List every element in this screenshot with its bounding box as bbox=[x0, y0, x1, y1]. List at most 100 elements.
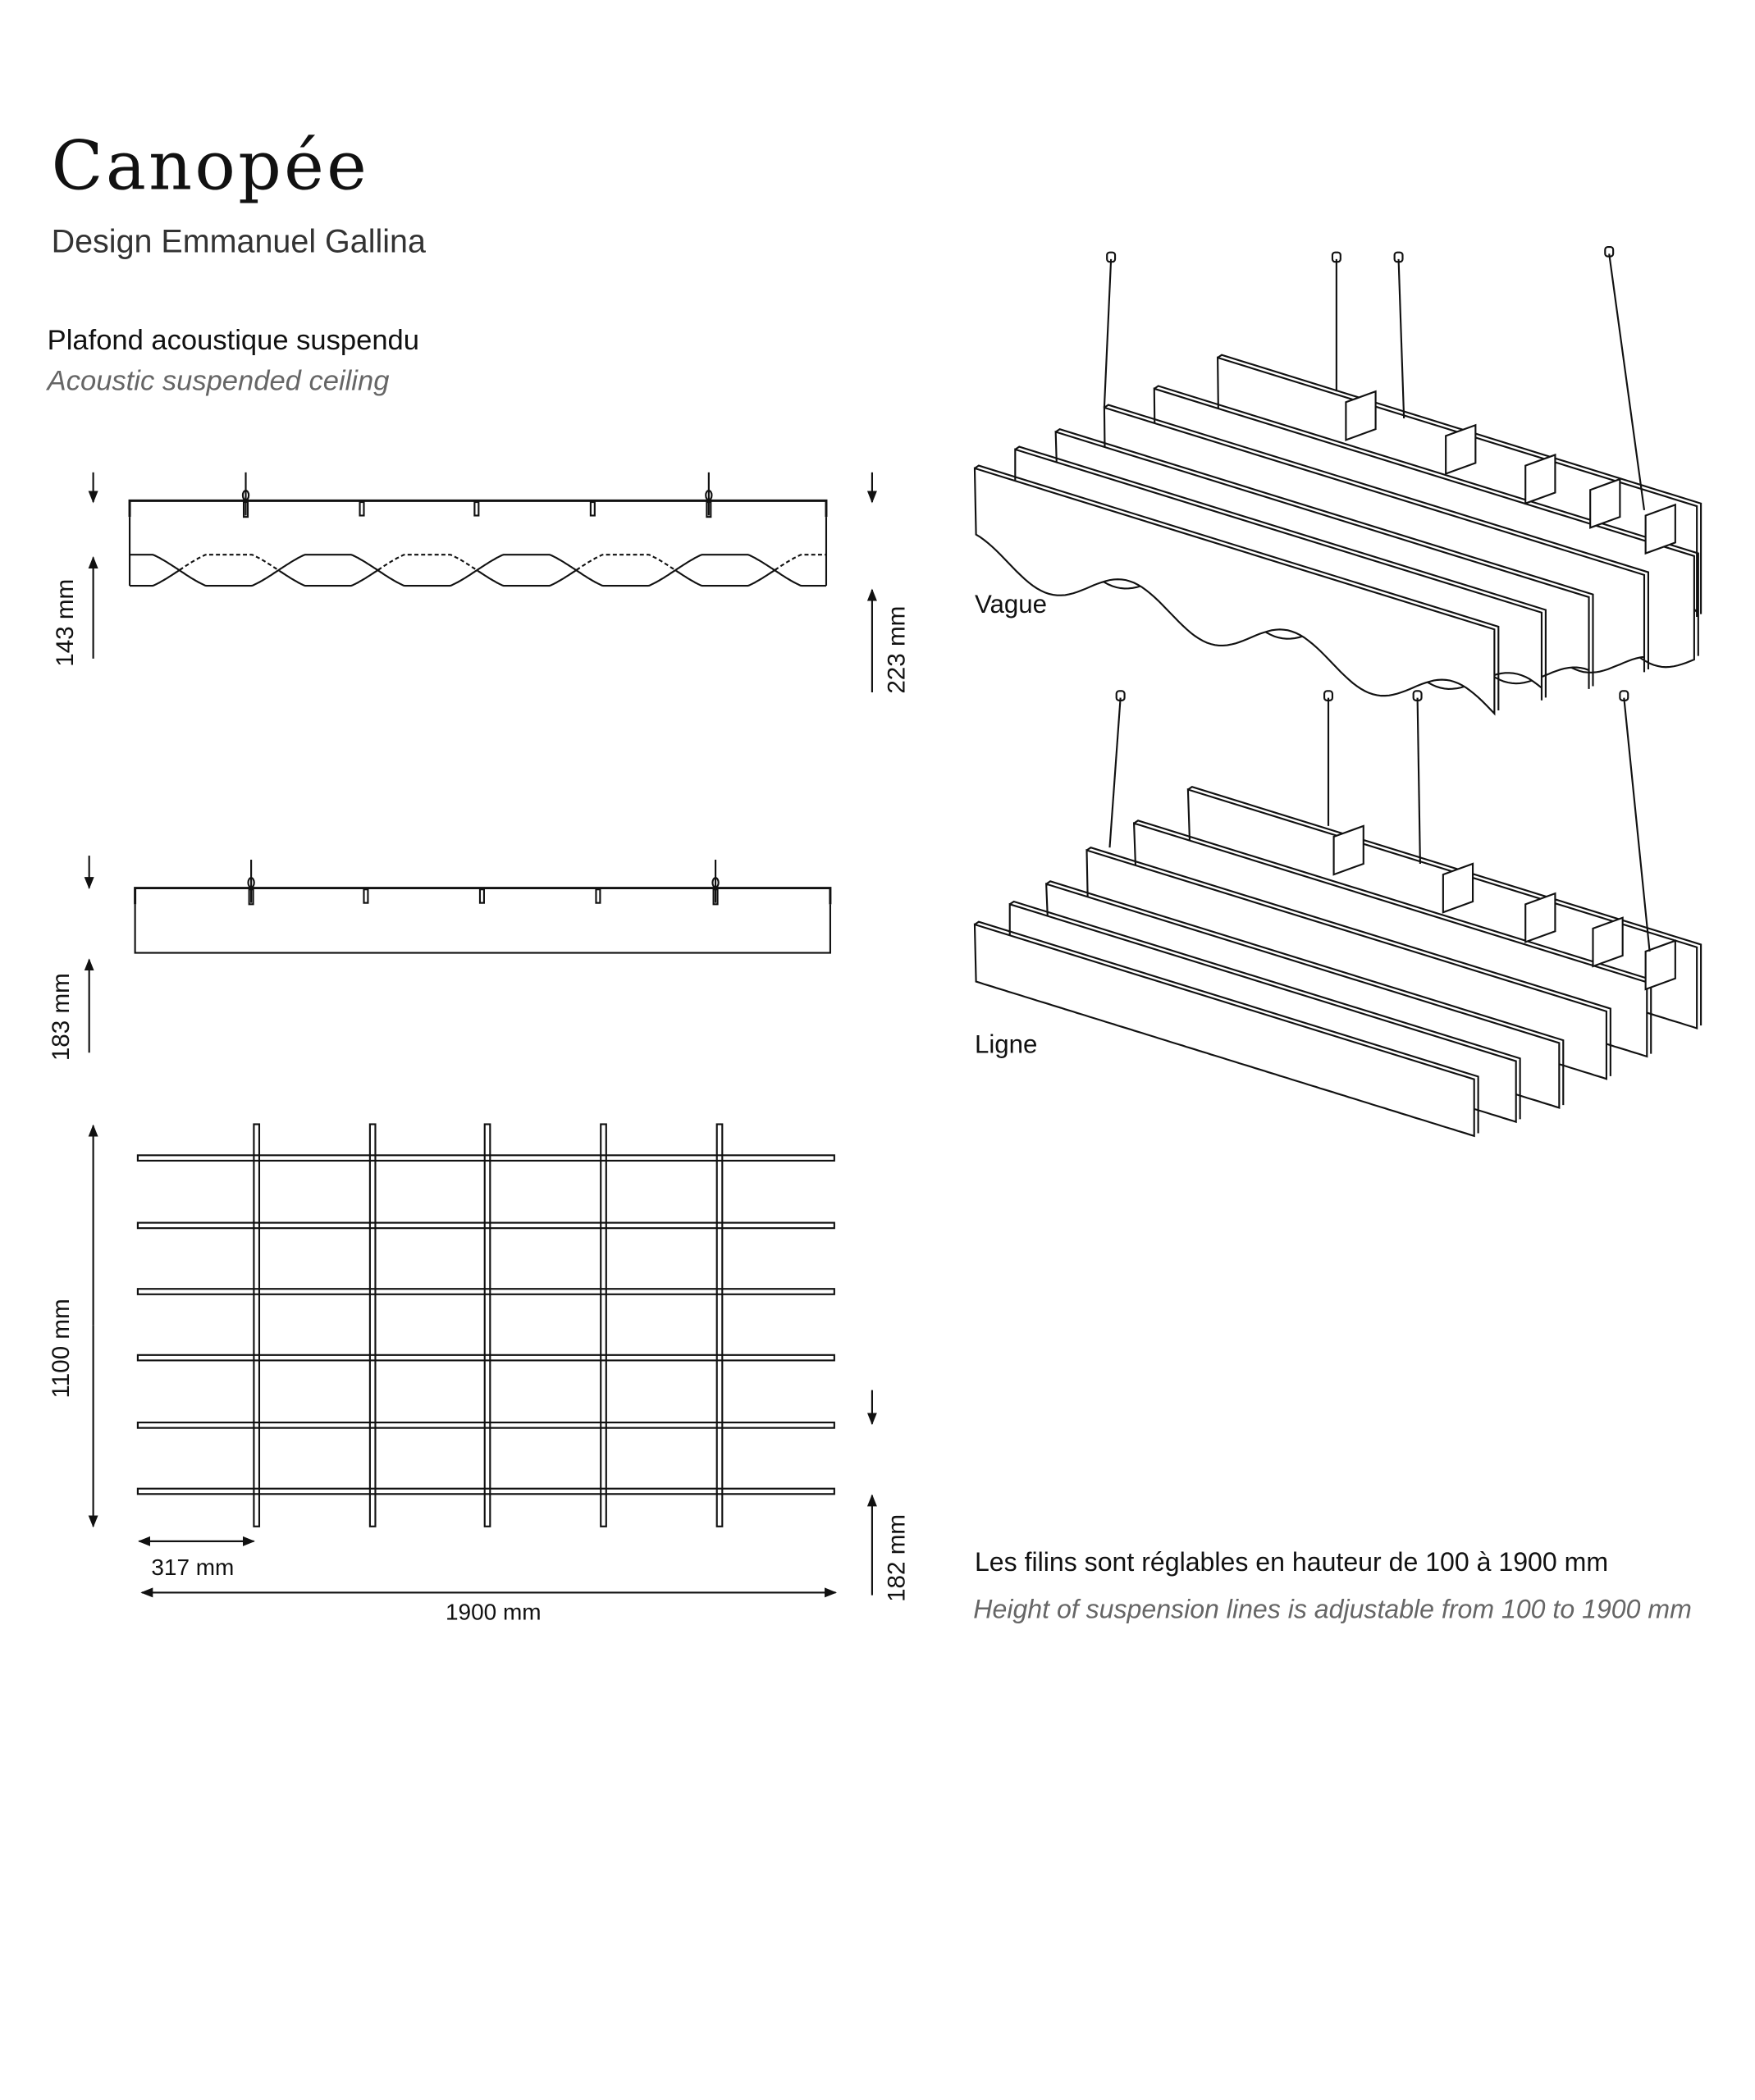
hanger-slot bbox=[712, 888, 719, 906]
connector-tab bbox=[1332, 824, 1364, 876]
ceiling-anchor-icon bbox=[1115, 690, 1126, 701]
ceiling-anchor-icon bbox=[1106, 251, 1117, 263]
dimension-label-143: 143 mm bbox=[52, 579, 79, 667]
wave-line-hidden bbox=[179, 554, 281, 572]
side-view-vague: 143 mm 223 mm bbox=[52, 472, 910, 694]
panel-side-edges bbox=[128, 517, 828, 587]
panel-plan bbox=[136, 1354, 835, 1362]
ceiling-anchor-icon bbox=[1604, 246, 1615, 258]
top-view-grid: 1100 mm 317 mm 1900 mm 182 mm bbox=[48, 1123, 910, 1624]
wave-line-solid bbox=[279, 568, 379, 587]
ceiling-anchor-icon bbox=[1619, 690, 1629, 701]
suspension-wire bbox=[1608, 253, 1646, 511]
ceiling-anchor-icon bbox=[1323, 690, 1334, 701]
panel-plan bbox=[136, 1154, 835, 1162]
cross-rail-plan bbox=[253, 1123, 261, 1527]
ceiling-panel bbox=[973, 923, 1475, 1138]
panel-top-edge bbox=[128, 499, 828, 518]
isometric-ligne bbox=[973, 690, 1702, 1138]
hanger-slots bbox=[247, 860, 720, 906]
wave-line-solid bbox=[130, 568, 181, 587]
suspension-wire bbox=[1416, 697, 1421, 864]
subtitle-english: Acoustic suspended ceiling bbox=[46, 365, 390, 396]
slot bbox=[478, 888, 485, 904]
hanger-hook-icon bbox=[705, 489, 713, 501]
cross-rail-plan bbox=[600, 1123, 607, 1527]
connector-tab bbox=[1524, 453, 1556, 505]
cross-rail-plan bbox=[483, 1123, 491, 1527]
wave-line-solid bbox=[675, 568, 776, 587]
panel-edge bbox=[1055, 428, 1594, 687]
panel-edge bbox=[974, 920, 1479, 1134]
cross-rail-plan bbox=[715, 1123, 724, 1527]
panel-outline bbox=[134, 904, 831, 954]
note-english: Height of suspension lines is adjustable… bbox=[973, 1595, 1692, 1624]
connector-tab bbox=[1644, 503, 1676, 555]
connector-tab bbox=[1644, 939, 1676, 991]
hanger-hook-icon bbox=[711, 877, 720, 888]
connector-tab bbox=[1442, 862, 1474, 914]
panel-edge bbox=[1045, 880, 1565, 1106]
panel-edge bbox=[1154, 385, 1699, 656]
suspension-wire bbox=[1623, 697, 1651, 952]
side-view-ligne: 183 mm bbox=[48, 856, 832, 1061]
isometric-vague bbox=[973, 246, 1702, 716]
slot bbox=[595, 888, 601, 904]
panel-edge bbox=[1014, 445, 1547, 698]
hanger-hook-icon bbox=[241, 489, 250, 501]
panel-edge bbox=[1009, 900, 1521, 1120]
suspension-wire bbox=[1103, 258, 1113, 408]
slot bbox=[473, 500, 480, 517]
cross-rail-plan bbox=[368, 1123, 377, 1527]
panel-plan bbox=[136, 1487, 835, 1495]
panel-plan bbox=[136, 1288, 835, 1295]
dimension-label-1100: 1100 mm bbox=[48, 1299, 75, 1398]
dimension-label-183: 183 mm bbox=[48, 973, 75, 1061]
panel-edge bbox=[1085, 847, 1611, 1076]
hanger-slot bbox=[706, 500, 712, 518]
hanger-slot bbox=[242, 500, 249, 518]
ceiling-anchor-icon bbox=[1393, 251, 1404, 263]
dimension-label-1900: 1900 mm bbox=[446, 1599, 542, 1624]
dimension-label-223: 223 mm bbox=[883, 606, 910, 694]
slot bbox=[359, 500, 365, 517]
wave-profile bbox=[130, 554, 826, 587]
ceiling-panel bbox=[973, 467, 1496, 716]
dimension-label-317: 317 mm bbox=[151, 1554, 234, 1580]
panel-top-edge bbox=[134, 887, 832, 905]
ceiling-anchor-icon bbox=[1412, 690, 1423, 701]
connector-tab bbox=[1589, 477, 1621, 529]
connector-tab bbox=[1345, 390, 1377, 441]
suspension-wire bbox=[1108, 697, 1122, 848]
connector-tab bbox=[1445, 423, 1477, 476]
connector-tab bbox=[1524, 892, 1556, 943]
panel-edge bbox=[1187, 786, 1702, 1026]
panel-plan bbox=[136, 1422, 835, 1429]
panel-plan bbox=[136, 1221, 835, 1230]
connector-tab bbox=[1592, 916, 1624, 968]
wave-line-solid bbox=[477, 568, 578, 587]
panel-edge bbox=[1133, 819, 1652, 1054]
wave-line-hidden bbox=[774, 554, 826, 571]
panel-edge bbox=[1217, 354, 1702, 614]
hanger-slots bbox=[241, 472, 713, 518]
designer-credit: Design Emmanuel Gallina bbox=[52, 224, 426, 260]
dimension-label-182: 182 mm bbox=[883, 1514, 910, 1602]
variant-label-vague: Vague bbox=[975, 590, 1047, 619]
wave-line-hidden bbox=[576, 554, 677, 572]
suspension-wire bbox=[1397, 258, 1405, 419]
product-title: Canopée bbox=[52, 127, 369, 205]
panel-edge bbox=[1104, 404, 1650, 670]
wave-line-hidden bbox=[377, 554, 479, 572]
variant-label-ligne: Ligne bbox=[975, 1029, 1037, 1058]
wave-line-solid bbox=[130, 554, 826, 587]
hanger-hook-icon bbox=[247, 877, 255, 888]
subtitle-french: Plafond acoustique suspendu bbox=[48, 325, 419, 356]
slot bbox=[363, 888, 369, 904]
grid-plan bbox=[136, 1123, 835, 1527]
hanger-slot bbox=[248, 888, 254, 906]
note-french: Les filins sont réglables en hauteur de … bbox=[975, 1547, 1608, 1577]
ceiling-anchor-icon bbox=[1331, 251, 1341, 263]
slot bbox=[589, 500, 596, 517]
